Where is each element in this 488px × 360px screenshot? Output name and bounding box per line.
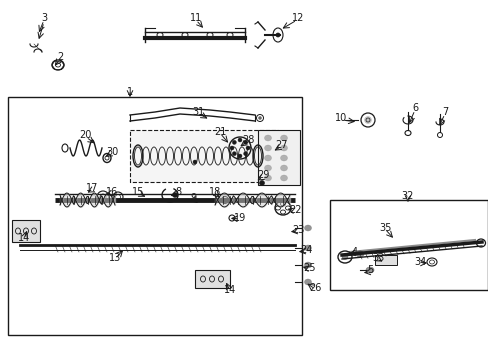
Text: 5: 5 [366,265,372,275]
Ellipse shape [364,117,371,123]
Bar [130,130,278,182]
Text: 11: 11 [189,13,202,23]
Text: 34: 34 [413,257,425,267]
Bar [12,220,40,242]
Text: 24: 24 [299,245,311,255]
Text: 19: 19 [233,213,245,223]
Text: 33: 33 [371,253,384,263]
Ellipse shape [264,175,271,181]
Text: 2: 2 [57,52,63,62]
Ellipse shape [229,146,234,150]
Ellipse shape [304,262,311,268]
Text: 6: 6 [411,103,417,113]
Bar [258,130,299,185]
Ellipse shape [275,33,280,37]
Text: 10: 10 [334,113,346,123]
Text: 4: 4 [351,247,357,257]
Ellipse shape [238,154,242,158]
Ellipse shape [304,279,311,285]
Text: 12: 12 [291,13,304,23]
Text: 32: 32 [401,191,413,201]
Text: 27: 27 [275,140,287,150]
Ellipse shape [264,155,271,161]
Text: 16: 16 [106,187,118,197]
Bar [8,97,302,335]
Ellipse shape [245,146,249,150]
Text: 15: 15 [132,187,144,197]
Ellipse shape [341,255,347,260]
Ellipse shape [280,145,287,151]
Ellipse shape [238,138,242,142]
Ellipse shape [259,180,264,185]
Text: 9: 9 [189,193,196,203]
Ellipse shape [280,175,287,181]
Text: 26: 26 [308,283,321,293]
Ellipse shape [280,135,287,141]
Ellipse shape [243,152,247,156]
Ellipse shape [243,140,247,144]
Text: 29: 29 [256,170,268,180]
Bar [195,270,229,288]
Text: 14: 14 [18,233,30,243]
Ellipse shape [264,145,271,151]
Text: 1: 1 [127,87,133,97]
Text: 7: 7 [441,107,447,117]
Ellipse shape [365,267,373,273]
Ellipse shape [232,152,236,156]
Text: 28: 28 [242,135,254,145]
Ellipse shape [304,225,311,231]
Text: 3: 3 [41,13,47,23]
Text: 13: 13 [109,253,121,263]
Ellipse shape [304,245,311,251]
Text: 22: 22 [288,205,301,215]
Ellipse shape [258,117,261,120]
Ellipse shape [280,165,287,171]
Text: 23: 23 [291,225,304,235]
Text: 17: 17 [85,183,98,193]
Ellipse shape [172,193,177,198]
Ellipse shape [232,140,236,144]
Bar [329,200,487,290]
Text: 20: 20 [79,130,91,140]
Text: 14: 14 [224,285,236,295]
Bar [374,255,396,265]
Text: 18: 18 [208,187,221,197]
Text: 25: 25 [303,263,316,273]
Text: 35: 35 [378,223,390,233]
Ellipse shape [193,160,197,164]
Ellipse shape [355,251,363,257]
Text: 21: 21 [213,127,226,137]
Text: 30: 30 [106,147,118,157]
Text: 8: 8 [175,187,181,197]
Ellipse shape [264,135,271,141]
Ellipse shape [280,155,287,161]
Ellipse shape [264,165,271,171]
Text: 31: 31 [191,107,203,117]
